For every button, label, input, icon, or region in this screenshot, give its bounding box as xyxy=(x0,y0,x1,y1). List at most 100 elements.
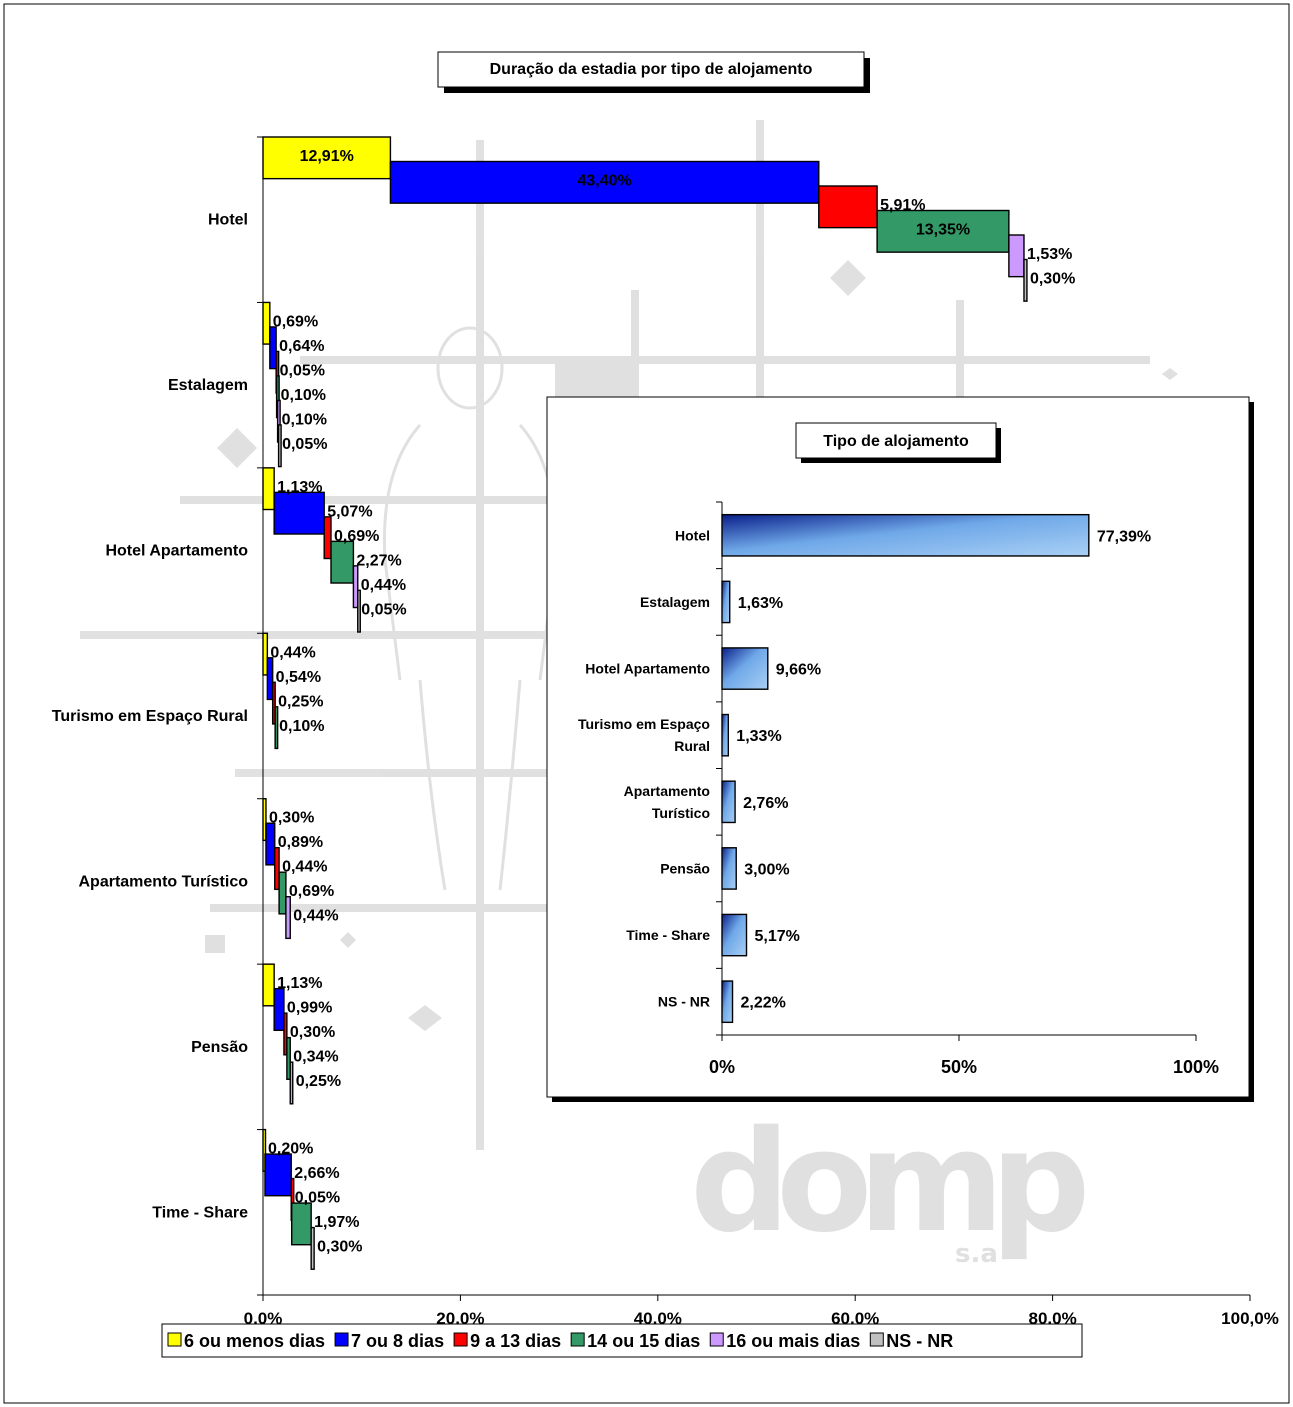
main-bar-hotel-9-a-13-dias xyxy=(818,185,878,229)
inset-x-tick-label: 100% xyxy=(1173,1057,1219,1077)
main-data-label: 0,30% xyxy=(317,1239,362,1256)
main-data-label: 1,13% xyxy=(277,975,322,992)
inset-data-label: 1,33% xyxy=(736,728,781,745)
inset-bar-hotel-apartamento xyxy=(721,647,769,690)
main-data-label: 0,25% xyxy=(278,693,323,710)
main-bar-apartamento-turistico-6-ou-menos-dias xyxy=(262,798,267,842)
main-data-label: 0,10% xyxy=(282,411,327,428)
main-bar-time-share-ns-nr xyxy=(310,1226,315,1270)
main-bar-apartamento-turistico-16-ou-mais-dias xyxy=(285,896,291,940)
legend-swatch-16-ou-mais-dias xyxy=(709,1332,724,1347)
inset-category-label: Rural xyxy=(674,738,710,754)
svg-text:s.a: s.a xyxy=(955,1239,998,1269)
legend-swatch-ns-nr xyxy=(869,1332,884,1347)
main-chart-title-box xyxy=(437,51,865,88)
legend-label-ns-nr: NS - NR xyxy=(886,1331,953,1351)
svg-text:domp: domp xyxy=(690,1101,1084,1264)
inset-bar-turismo-em-espaco-rural xyxy=(721,713,730,757)
inset-bar-apartamento-turistico xyxy=(721,780,736,824)
legend: 6 ou menos dias 7 ou 8 dias 9 a 13 dias 14 … xyxy=(161,1323,1083,1358)
inset-chart-x-tick-labels: 0% 50% 100% xyxy=(709,1057,1219,1077)
legend-swatch-14-ou-15-dias xyxy=(570,1332,585,1347)
main-data-label: 1,13% xyxy=(277,479,322,496)
main-bar-hotel-apartamento-9-a-13-dias xyxy=(323,516,332,560)
main-bar-hotel-7-ou-8-dias xyxy=(389,160,820,204)
main-bar-turismo-em-espaco-rural-9-a-13-dias xyxy=(271,681,276,725)
inset-data-label: 3,00% xyxy=(744,861,789,878)
legend-label-7-ou-8-dias: 7 ou 8 dias xyxy=(351,1331,444,1351)
main-bar-hotel-apartamento-ns-nr xyxy=(357,589,361,633)
main-chart: Duração da estadia por tipo de alojament… xyxy=(52,51,1279,1328)
inset-data-label: 2,76% xyxy=(743,795,788,812)
main-bar-hotel-apartamento-14-ou-15-dias xyxy=(330,540,355,584)
legend-label-16-ou-mais-dias: 16 ou mais dias xyxy=(726,1331,860,1351)
main-bar-hotel-16-ou-mais-dias xyxy=(1008,234,1025,278)
main-data-label: 0,10% xyxy=(279,718,324,735)
inset-category-label: Pensão xyxy=(660,860,710,876)
main-data-label: 5,07% xyxy=(327,503,372,520)
legend-swatch-7-ou-8-dias xyxy=(334,1332,349,1347)
inset-category-label: Estalagem xyxy=(640,594,710,610)
legend-label-14-ou-15-dias: 14 ou 15 dias xyxy=(587,1331,700,1351)
main-bar-pensao-16-ou-mais-dias xyxy=(289,1061,294,1105)
main-x-tick-label: 60,0% xyxy=(831,1309,879,1328)
main-bar-hotel-apartamento-16-ou-mais-dias xyxy=(352,565,359,609)
main-bar-estalagem-6-ou-menos-dias xyxy=(262,301,271,345)
main-bar-pensao-6-ou-menos-dias xyxy=(262,963,275,1007)
main-bar-hotel-apartamento-7-ou-8-dias xyxy=(273,491,325,535)
main-data-label: 0,44% xyxy=(361,577,406,594)
main-category-label-hotel: Hotel xyxy=(208,212,248,229)
main-data-label: 0,10% xyxy=(281,387,326,404)
main-bar-estalagem-ns-nr xyxy=(277,424,282,468)
main-category-label-apartamento-turistico: Apartamento Turístico xyxy=(79,873,249,890)
main-bar-pensao-7-ou-8-dias xyxy=(273,987,285,1031)
inset-chart-category-labels: Hotel Estalagem Hotel Apartamento Turismo e… xyxy=(578,527,710,1009)
inset-bar-hotel xyxy=(721,513,1090,557)
inset-category-label: Turismo em Espaço xyxy=(578,716,710,732)
main-category-label-estalagem: Estalagem xyxy=(168,377,248,394)
main-data-label: 0,54% xyxy=(276,669,321,686)
main-data-label: 0,05% xyxy=(280,362,325,379)
inset-x-tick-label: 0% xyxy=(709,1057,735,1077)
inset-chart: Tipo de alojamento Hotel Estalagem Hotel A… xyxy=(546,396,1254,1102)
legend-swatch-9-a-13-dias xyxy=(453,1332,468,1347)
main-chart-data-labels: 12,91% 43,40% 5,91% 13,35% 1,53% 0,30% 0,69% 0,… xyxy=(268,148,1075,1256)
main-category-label-turismo-em-espaco-rural: Turismo em Espaço Rural xyxy=(52,708,248,725)
main-bar-hotel-6-ou-menos-dias xyxy=(262,136,392,180)
legend-box xyxy=(161,1323,1083,1358)
main-data-label: 12,91% xyxy=(300,148,354,165)
main-data-label: 0,99% xyxy=(287,1000,332,1017)
inset-chart-title: Tipo de alojamento xyxy=(823,433,969,450)
inset-x-tick-label: 50% xyxy=(941,1057,977,1077)
main-category-label-hotel-apartamento: Hotel Apartamento xyxy=(105,543,248,560)
inset-bar-ns-nr xyxy=(721,980,734,1024)
main-data-label: 0,30% xyxy=(1030,271,1075,288)
main-bar-pensao-14-ou-15-dias xyxy=(286,1036,291,1080)
main-category-label-time-share: Time - Share xyxy=(152,1204,248,1221)
inset-title-box xyxy=(795,422,997,459)
legend-label-6-ou-menos-dias: 6 ou menos dias xyxy=(184,1331,325,1351)
main-data-label: 0,89% xyxy=(278,834,323,851)
main-data-label: 43,40% xyxy=(577,173,631,190)
inset-data-label: 5,17% xyxy=(755,928,800,945)
main-bar-estalagem-7-ou-8-dias xyxy=(269,326,277,370)
main-bar-turismo-em-espaco-rural-14-ou-15-dias xyxy=(274,706,279,750)
main-data-label: 13,35% xyxy=(916,222,970,239)
main-data-label: 1,53% xyxy=(1027,246,1072,263)
inset-data-label: 2,22% xyxy=(741,995,786,1012)
main-data-label: 0,20% xyxy=(268,1141,313,1158)
main-data-label: 5,91% xyxy=(880,197,925,214)
main-bar-time-share-6-ou-menos-dias xyxy=(262,1128,267,1172)
main-data-label: 0,69% xyxy=(289,883,334,900)
inset-data-label: 1,63% xyxy=(738,595,783,612)
inset-category-label: Hotel Apartamento xyxy=(585,661,710,677)
main-data-label: 0,44% xyxy=(270,644,315,661)
main-data-label: 0,05% xyxy=(282,436,327,453)
main-data-label: 0,69% xyxy=(334,528,379,545)
main-x-tick-label: 20,0% xyxy=(436,1309,484,1328)
main-bar-time-share-14-ou-15-dias xyxy=(291,1202,312,1246)
main-data-label: 0,34% xyxy=(293,1049,338,1066)
inset-bar-time-share xyxy=(721,913,748,957)
main-data-label: 0,30% xyxy=(290,1024,335,1041)
main-x-tick-label: 80,0% xyxy=(1028,1309,1076,1328)
